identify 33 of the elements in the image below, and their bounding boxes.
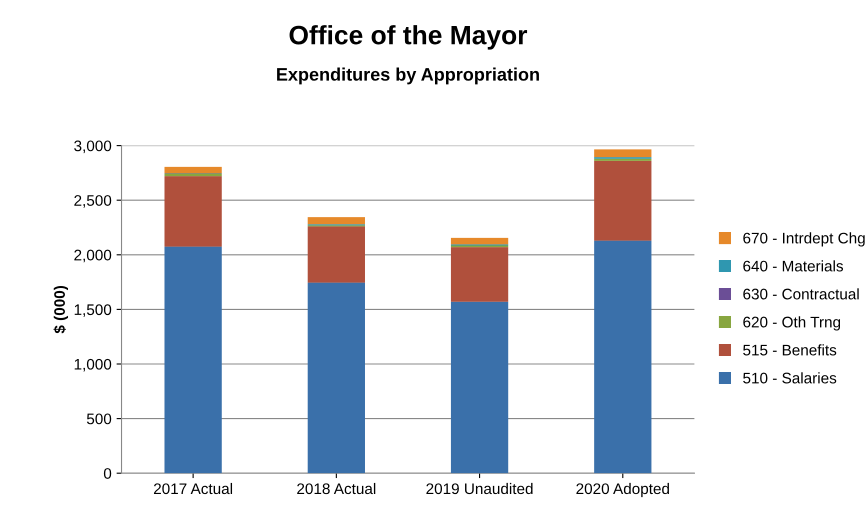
bar bbox=[450, 247, 508, 302]
chart-title: Office of the Mayor bbox=[290, 25, 528, 50]
bar bbox=[308, 217, 365, 224]
bar bbox=[594, 160, 652, 241]
bar bbox=[594, 149, 652, 158]
bar bbox=[308, 282, 365, 474]
bar bbox=[594, 240, 652, 474]
x-tick-label: 2019 Unaudited bbox=[426, 482, 533, 494]
legend-label: 640 - Materials bbox=[743, 260, 844, 272]
legend-label: 620 - Oth Trng bbox=[743, 316, 840, 331]
bar bbox=[164, 246, 222, 474]
y-axis-title: $ (000) bbox=[54, 286, 68, 334]
bar bbox=[164, 176, 222, 247]
y-tick-label: 2,000 bbox=[74, 250, 112, 262]
chart-subtitle: Expenditures by Appropriation bbox=[277, 68, 539, 84]
y-tick-label: 2,500 bbox=[74, 195, 112, 208]
bar bbox=[450, 302, 508, 474]
y-tick-label: 1,000 bbox=[74, 358, 112, 372]
y-tick-label: 0 bbox=[104, 468, 112, 479]
legend-label: 515 - Benefits bbox=[743, 344, 836, 356]
x-tick-label: 2017 Actual bbox=[154, 482, 232, 494]
legend-label: 630 - Contractual bbox=[743, 288, 859, 300]
y-tick-label: 1,500 bbox=[74, 304, 112, 317]
bar bbox=[164, 174, 222, 176]
y-tick-label: 500 bbox=[86, 413, 112, 424]
y-tick-label: 3,000 bbox=[74, 140, 112, 154]
legend-label: 670 - Intrdept Chg bbox=[743, 232, 865, 247]
bar bbox=[164, 166, 222, 174]
bar bbox=[308, 226, 365, 283]
x-tick-label: 2018 Actual bbox=[297, 482, 376, 494]
bar bbox=[450, 238, 508, 244]
x-tick-label: 2020 Adopted bbox=[576, 482, 669, 498]
legend-label: 510 - Salaries bbox=[743, 372, 836, 384]
